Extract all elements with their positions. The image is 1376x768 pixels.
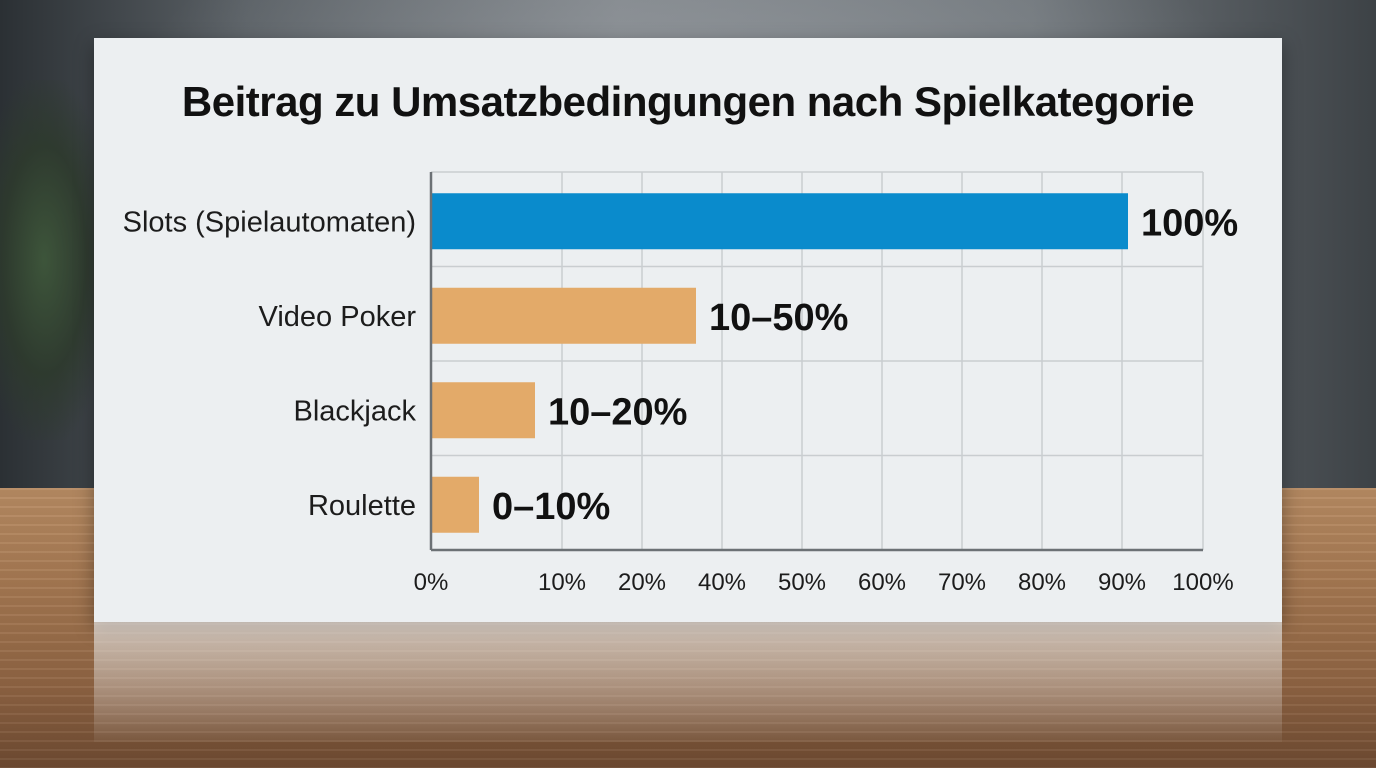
value-label: 10–20% [548, 391, 687, 433]
category-labels: Slots (Spielautomaten) Video Poker Blackja… [123, 206, 417, 522]
x-tick-label: 40% [698, 569, 746, 596]
board-reflection [94, 622, 1282, 742]
value-label: 0–10% [492, 486, 610, 528]
chart-bars [432, 193, 1128, 533]
category-label: Video Poker [259, 301, 417, 333]
x-tick-label: 100% [1172, 569, 1233, 596]
bar [432, 287, 696, 344]
bar [432, 382, 535, 439]
bar [432, 193, 1128, 250]
x-tick-labels: 0% 10% 20% 40% 50% 60% 70% 80% 90% 100% [414, 569, 1234, 596]
category-label: Slots (Spielautomaten) [123, 206, 416, 238]
chart-axes [429, 172, 1203, 552]
x-tick-label: 60% [858, 569, 906, 596]
background-plant [0, 80, 110, 440]
category-label: Blackjack [294, 395, 417, 427]
x-tick-label: 80% [1018, 569, 1066, 596]
x-tick-label: 70% [938, 569, 986, 596]
x-tick-label: 50% [778, 569, 826, 596]
x-tick-label: 0% [414, 569, 449, 596]
x-tick-label: 10% [538, 569, 586, 596]
chart-title: Beitrag zu Umsatzbedingungen nach Spielk… [181, 78, 1195, 125]
x-tick-label: 20% [618, 569, 666, 596]
x-tick-label: 90% [1098, 569, 1146, 596]
bar [432, 476, 479, 533]
value-label: 10–50% [709, 297, 848, 339]
category-label: Roulette [308, 490, 416, 522]
value-labels: 100% 10–50% 10–20% 0–10% [492, 202, 1238, 528]
value-label: 100% [1141, 202, 1238, 244]
